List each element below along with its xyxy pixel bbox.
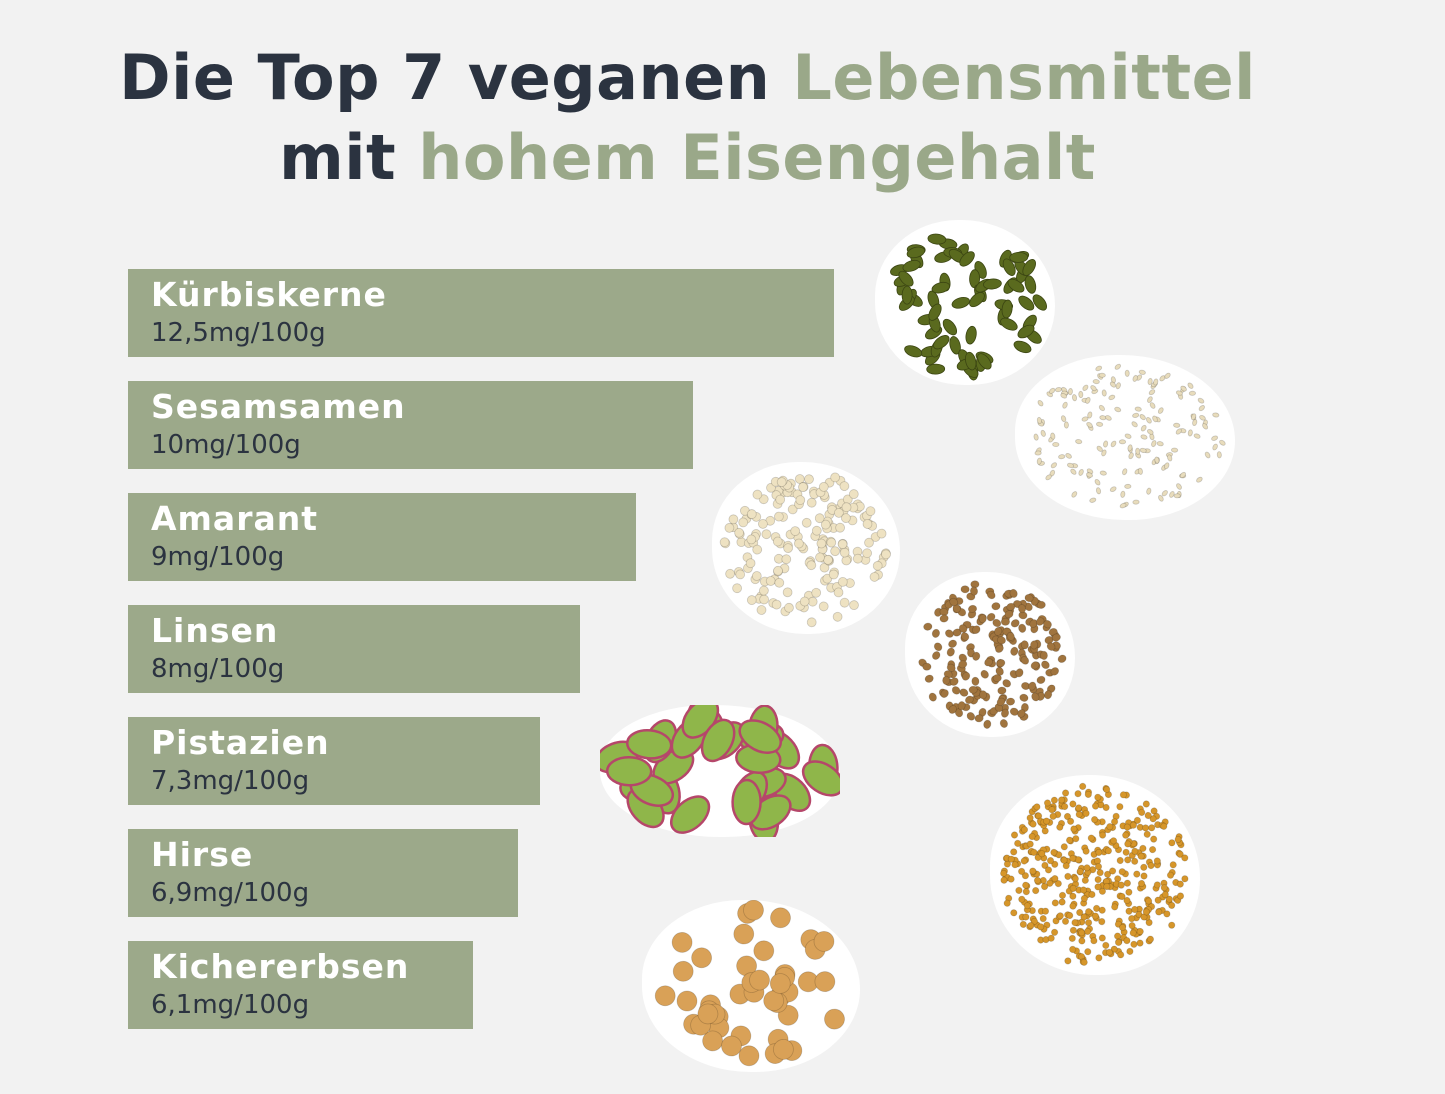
bar-label: Sesamsamen — [151, 387, 406, 426]
bar-5: Pistazien 7,3mg/100g — [128, 717, 540, 805]
bar-4: Linsen 8mg/100g — [128, 605, 580, 693]
bar-label: Amarant — [151, 499, 319, 538]
bar-label: Kichererbsen — [151, 947, 410, 986]
bar-value-label: 8mg/100g — [151, 654, 285, 684]
pistazien-image — [600, 705, 840, 837]
bar-label: Hirse — [151, 835, 254, 874]
amarant-image — [712, 462, 900, 634]
bar-7: Kichererbsen 6,1mg/100g — [128, 941, 473, 1029]
bar-value-label: 12,5mg/100g — [151, 318, 326, 348]
chickpeas-icon — [654, 900, 845, 1067]
bar-label: Kürbiskerne — [151, 275, 387, 314]
bar-1: Kürbiskerne 12,5mg/100g — [128, 269, 834, 357]
page-title: Die Top 7 veganen Lebensmittel mit hohem… — [0, 38, 1375, 198]
bar-value-label: 10mg/100g — [151, 430, 301, 460]
hirse-image — [990, 775, 1200, 975]
sesamsamen-image — [1015, 355, 1235, 520]
title-line-1: Die Top 7 veganen Lebensmittel — [0, 38, 1375, 118]
bar-value-label: 9mg/100g — [151, 542, 285, 572]
bar-2: Sesamsamen 10mg/100g — [128, 381, 693, 469]
millet-icon — [1000, 782, 1189, 966]
title-line-2: mit hohem Eisengehalt — [0, 118, 1375, 198]
bar-value-label: 6,9mg/100g — [151, 878, 310, 908]
amaranth-grains-icon — [719, 472, 891, 628]
kichererbsen-image — [642, 900, 860, 1072]
lentils-icon — [918, 580, 1067, 729]
bar-label: Linsen — [151, 611, 279, 650]
title-dark-1: Die Top 7 veganen — [119, 41, 771, 114]
title-accent-2: hohem Eisengehalt — [418, 121, 1096, 194]
pistachios-icon — [600, 705, 840, 837]
title-accent-1: Lebensmittel — [792, 41, 1256, 114]
bar-value-label: 7,3mg/100g — [151, 766, 310, 796]
sesame-seeds-icon — [1033, 363, 1226, 509]
bar-label: Pistazien — [151, 723, 330, 762]
linsen-image — [905, 572, 1075, 737]
kuerbiskerne-image — [875, 220, 1055, 385]
bar-6: Hirse 6,9mg/100g — [128, 829, 518, 917]
title-dark-2: mit — [279, 121, 397, 194]
pumpkin-seeds-icon — [890, 233, 1047, 381]
bar-3: Amarant 9mg/100g — [128, 493, 636, 581]
bar-value-label: 6,1mg/100g — [151, 990, 310, 1020]
